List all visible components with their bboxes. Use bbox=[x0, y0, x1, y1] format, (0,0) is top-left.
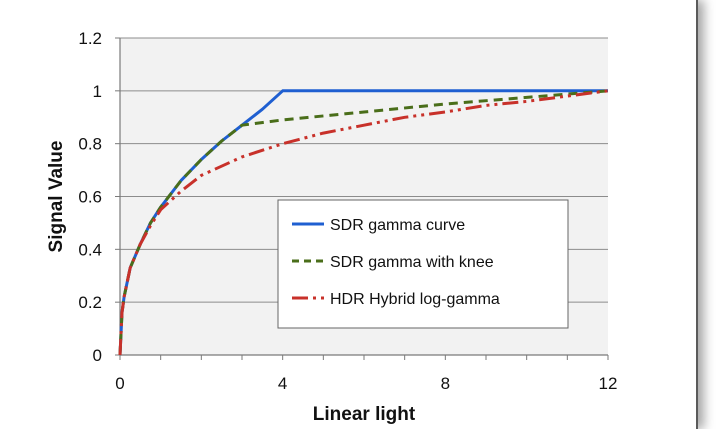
chart-frame: 0 0.2 0.4 0.6 0.8 1 1.2 0 4 8 12 Linear light Sign… bbox=[46, 0, 698, 429]
y-tick-label: 0.2 bbox=[78, 293, 102, 312]
series-line-2 bbox=[118, 89, 609, 356]
series-line-3 bbox=[118, 89, 609, 356]
y-axis-title: Signal Value bbox=[46, 141, 67, 253]
legend-box bbox=[277, 199, 569, 329]
tick-labels: 0 0.2 0.4 0.6 0.8 1 1.2 0 4 8 12 bbox=[78, 29, 617, 393]
y-tick-label: 0 bbox=[93, 346, 102, 365]
legend-label-3: HDR Hybrid log-gamma bbox=[330, 291, 500, 308]
x-axis-title: Linear light bbox=[313, 404, 416, 425]
y-tick-label: 1.2 bbox=[78, 29, 102, 48]
y-tick-label: 1 bbox=[93, 82, 102, 101]
legend-label-2: SDR gamma with knee bbox=[330, 254, 494, 271]
x-tick-label: 0 bbox=[115, 374, 124, 393]
x-tick-label: 4 bbox=[278, 374, 287, 393]
y-tick-label: 0.8 bbox=[78, 135, 102, 154]
axes bbox=[115, 37, 609, 360]
x-tick-label: 8 bbox=[441, 374, 450, 393]
y-tick-label: 0.6 bbox=[78, 188, 102, 207]
series-lines bbox=[118, 89, 609, 356]
legend: SDR gamma curve SDR gamma with knee HDR Hy… bbox=[277, 199, 569, 329]
legend-label-1: SDR gamma curve bbox=[330, 217, 465, 234]
x-tick-label: 12 bbox=[599, 374, 618, 393]
y-tick-label: 0.4 bbox=[78, 240, 102, 259]
